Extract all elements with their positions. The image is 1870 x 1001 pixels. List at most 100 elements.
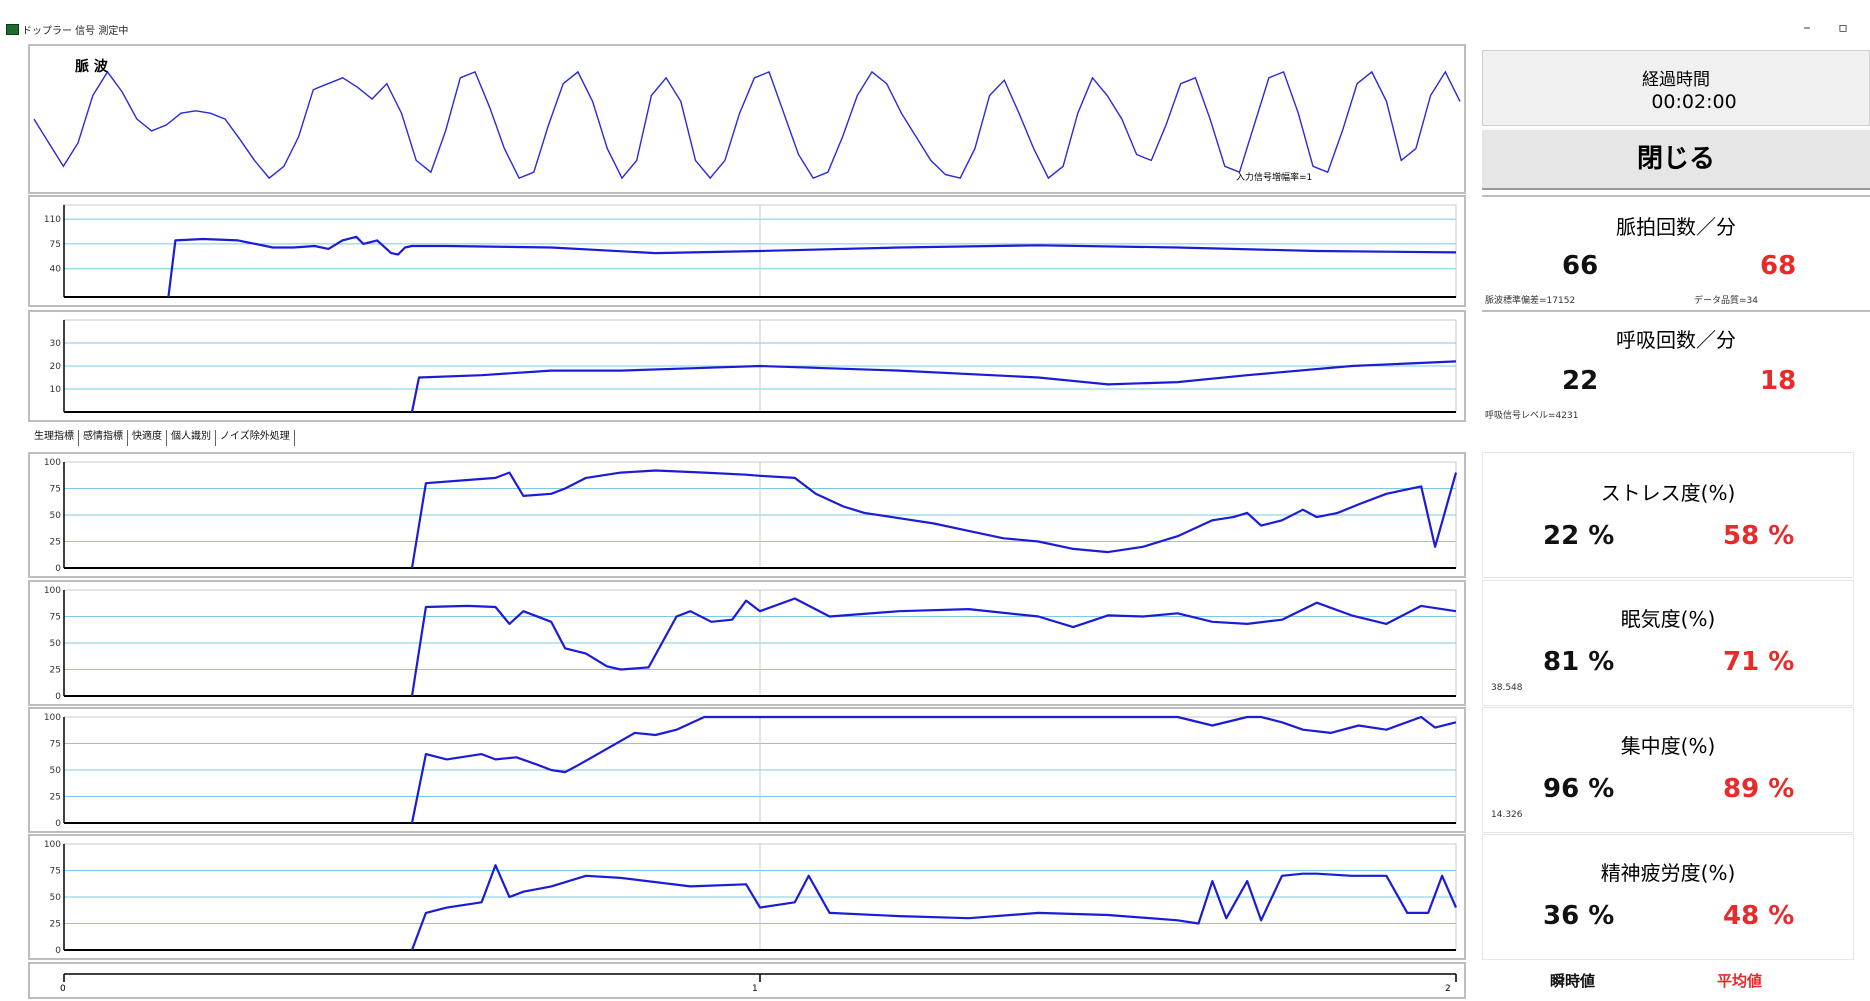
y-tick-label: 25 [50, 666, 61, 676]
tab-comfort[interactable]: 快適度 [128, 430, 167, 446]
respiration-trend-plot: 30 20 10 [50, 319, 1457, 413]
pulse-rate-trend-plot: 110 75 40 [44, 204, 1457, 298]
time-tick-label: 1 [752, 984, 758, 994]
legend-average: 平均値 [1717, 972, 1763, 990]
drowsiness-avg: 71 % [1723, 647, 1795, 677]
y-tick-label: 100 [44, 586, 61, 596]
stress-avg: 58 % [1723, 521, 1795, 551]
y-tick-label: 50 [50, 893, 62, 903]
y-tick-label: 75 [50, 867, 61, 877]
window-title: ドップラー 信号 測定中 [22, 26, 129, 37]
pulse-stddev-note: 脈波標準偏差=17152 [1485, 296, 1576, 306]
y-tick-label: 20 [50, 362, 62, 372]
time-tick-label: 0 [60, 984, 66, 994]
pulse-rate-trend-line [167, 235, 1457, 298]
y-tick-label: 25 [50, 920, 61, 930]
y-tick-label: 0 [55, 564, 61, 574]
y-tick-label: 0 [55, 946, 61, 956]
concentration-avg: 89 % [1723, 774, 1795, 804]
pulse-wave-label: 脈 波 [75, 59, 108, 75]
y-tick-label: 25 [50, 538, 61, 548]
y-tick-label: 50 [50, 511, 62, 521]
respiration-box: 呼吸回数／分 22 18 呼吸信号レベル=4231 [1482, 310, 1870, 422]
concentration-now: 96 % [1543, 774, 1615, 804]
gain-note: 入力信号増幅率=1 [1236, 173, 1313, 183]
pulse-rate-box: 脈拍回数／分 66 68 脈波標準偏差=17152 データ品質=34 [1482, 195, 1870, 307]
stress-trend-line [410, 469, 1458, 569]
stress-trend-plot: 100 75 50 25 0 [44, 458, 1458, 574]
drowsiness-note: 38.548 [1491, 683, 1523, 693]
elapsed-label: 経過時間 [1642, 70, 1710, 90]
y-tick-label: 0 [55, 692, 61, 702]
y-tick-label: 100 [44, 458, 61, 468]
y-tick-label: 75 [50, 613, 61, 623]
pulse-rate-title: 脈拍回数／分 [1616, 215, 1736, 239]
y-tick-label: 40 [50, 265, 62, 275]
concentration-box: 集中度(%) 96 % 89 % 14.326 [1482, 707, 1854, 833]
concentration-title: 集中度(%) [1620, 734, 1716, 758]
pulse-rate-avg: 68 [1760, 251, 1797, 281]
stress-box: ストレス度(%) 22 % 58 % [1482, 452, 1854, 578]
pulse-waveform [33, 70, 1461, 180]
time-axis-panel: 0 1 2 [28, 962, 1466, 999]
tab-noise-removal[interactable]: ノイズ除外処理 [216, 430, 295, 446]
stress-chart: 100 75 50 25 0 [28, 452, 1466, 578]
concentration-trend-line [410, 715, 1457, 824]
drowsiness-now: 81 % [1543, 647, 1615, 677]
data-quality-note: データ品質=34 [1694, 296, 1758, 306]
fatigue-trend-plot: 100 75 50 25 0 [44, 840, 1458, 956]
y-tick-label: 75 [50, 240, 61, 250]
close-button[interactable]: 閉じる [1482, 128, 1870, 190]
tab-physiological[interactable]: 生理指標 [32, 430, 79, 446]
fatigue-title: 精神疲労度(%) [1600, 861, 1736, 885]
respiration-level-note: 呼吸信号レベル=4231 [1485, 411, 1579, 421]
pulse-rate-now: 66 [1562, 251, 1599, 281]
respiration-avg: 18 [1760, 366, 1797, 396]
pulse-rate-chart: 110 75 40 [28, 195, 1466, 307]
tab-personal-id[interactable]: 個人識別 [167, 430, 216, 446]
drowsiness-trend-plot: 100 75 50 25 0 [44, 586, 1457, 702]
y-tick-label: 75 [50, 485, 61, 495]
elapsed-time-box: 経過時間 00:02:00 [1482, 50, 1870, 126]
respiration-title: 呼吸回数／分 [1616, 328, 1736, 352]
y-tick-label: 10 [50, 385, 62, 395]
drowsiness-box: 眠気度(%) 81 % 71 % 38.548 [1482, 580, 1854, 706]
y-tick-label: 110 [44, 215, 61, 225]
drowsiness-trend-line [410, 597, 1457, 697]
fatigue-trend-line [410, 864, 1458, 951]
y-tick-label: 30 [50, 339, 62, 349]
drowsiness-title: 眠気度(%) [1620, 607, 1716, 631]
stress-now: 22 % [1543, 521, 1615, 551]
y-tick-label: 50 [50, 766, 62, 776]
app-icon [6, 24, 19, 35]
concentration-chart: 100 75 50 25 0 [28, 707, 1466, 833]
elapsed-value: 00:02:00 [1651, 91, 1737, 113]
concentration-trend-plot: 100 75 50 25 0 [44, 713, 1457, 829]
tab-bar: 生理指標 感情指標 快適度 個人識別 ノイズ除外処理 [32, 430, 295, 446]
y-tick-label: 100 [44, 840, 61, 850]
time-axis [63, 973, 1457, 982]
y-tick-label: 25 [50, 793, 61, 803]
fatigue-chart: 100 75 50 25 0 [28, 834, 1466, 960]
stress-title: ストレス度(%) [1600, 481, 1736, 505]
fatigue-avg: 48 % [1723, 901, 1795, 931]
minimize-button[interactable]: – [1803, 20, 1811, 36]
y-tick-label: 100 [44, 713, 61, 723]
fatigue-box: 精神疲労度(%) 36 % 48 % [1482, 834, 1854, 960]
drowsiness-chart: 100 75 50 25 0 [28, 580, 1466, 706]
legend-instant: 瞬時値 [1550, 972, 1596, 990]
respiration-trend-line [410, 360, 1457, 413]
fatigue-now: 36 % [1543, 901, 1615, 931]
y-tick-label: 75 [50, 740, 61, 750]
restore-button[interactable]: ▫ [1838, 20, 1848, 36]
y-tick-label: 50 [50, 639, 62, 649]
y-tick-label: 0 [55, 819, 61, 829]
respiration-now: 22 [1562, 366, 1599, 396]
time-tick-label: 2 [1445, 984, 1451, 994]
pulse-wave-panel: 脈 波 入力信号増幅率=1 [28, 44, 1466, 194]
tab-emotion[interactable]: 感情指標 [79, 430, 128, 446]
concentration-note: 14.326 [1491, 810, 1523, 820]
pulse-wave-line [33, 70, 1461, 180]
title-bar: ドップラー 信号 測定中 – ▫ [0, 0, 1870, 40]
respiration-chart: 30 20 10 [28, 310, 1466, 422]
